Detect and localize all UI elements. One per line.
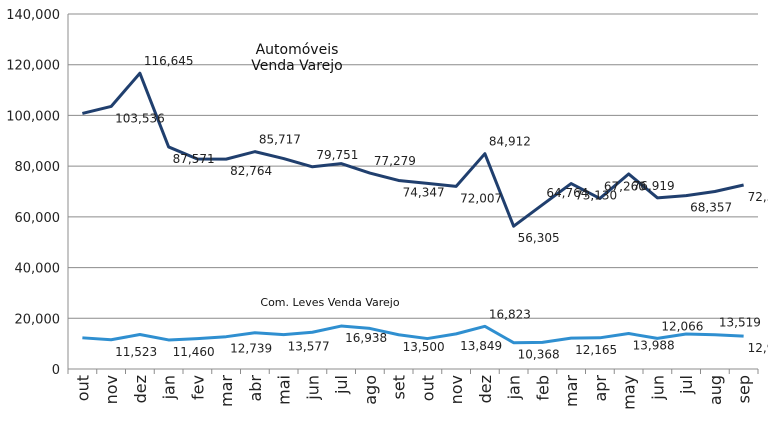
data-label: 87,571 <box>173 152 215 166</box>
data-label: 84,912 <box>489 135 531 149</box>
x-tick-label: nov <box>447 375 466 404</box>
data-label: 16,938 <box>345 331 387 345</box>
x-tick-label: ago <box>361 375 380 405</box>
x-tick-label: jun <box>303 375 322 401</box>
data-label: 13,577 <box>288 340 330 354</box>
x-tick-label: jan <box>505 375 524 400</box>
y-tick-label: 60,000 <box>15 211 61 226</box>
data-label: 77,279 <box>374 154 416 168</box>
data-label: 116,645 <box>144 54 194 68</box>
data-label: 11,523 <box>115 345 157 359</box>
data-label: 13,500 <box>403 340 445 354</box>
data-label: 74,347 <box>403 185 445 199</box>
x-tick-label: aug <box>706 375 725 405</box>
data-label: 79,751 <box>316 148 358 162</box>
y-tick-label: 40,000 <box>15 262 61 277</box>
y-tick-label: 20,000 <box>15 312 61 327</box>
data-label: 68,357 <box>690 201 732 215</box>
x-tick-label: nov <box>102 375 121 404</box>
x-tick-label: jul <box>677 375 696 395</box>
data-label: 12,739 <box>230 342 272 356</box>
series-annotation: Automóveis Venda Varejo <box>251 42 343 74</box>
y-tick-label: 0 <box>52 363 60 378</box>
data-label: 13,519 <box>719 316 761 330</box>
x-tick-label: apr <box>591 375 610 402</box>
data-label: 12,165 <box>575 343 617 357</box>
series-line <box>82 324 744 345</box>
series-name: Com. Leves Venda Varejo <box>260 296 400 309</box>
data-label: 85,717 <box>259 133 301 147</box>
data-label: 67,260 <box>604 179 646 193</box>
x-tick-label: mai <box>275 375 294 405</box>
x-tick-label: jun <box>648 375 667 401</box>
series-line <box>82 71 744 228</box>
data-label: 82,764 <box>230 164 272 178</box>
x-tick-label: out <box>418 375 437 401</box>
data-label: 76,919 <box>633 179 675 193</box>
x-tick-label: fev <box>188 375 207 400</box>
x-tick-label: jul <box>332 375 351 395</box>
x-tick-label: dez <box>131 375 150 403</box>
x-tick-label: dez <box>476 375 495 403</box>
x-tick-label: feb <box>533 375 552 401</box>
data-label: 12,977 <box>748 341 768 355</box>
data-label: 72,565 <box>748 190 768 204</box>
data-label: 64,764 <box>546 186 588 200</box>
data-label: 73,130 <box>575 189 617 203</box>
data-label: 10,368 <box>518 348 560 362</box>
y-tick-label: 100,000 <box>6 109 60 124</box>
data-label: 11,460 <box>173 345 215 359</box>
data-label: 16,823 <box>489 307 531 321</box>
x-tick-label: sep <box>735 375 754 403</box>
x-tick-label: abr <box>246 375 265 402</box>
series-name: Automóveis Venda Varejo <box>251 42 343 74</box>
y-tick-label: 140,000 <box>6 8 60 23</box>
x-tick-label: mar <box>562 375 581 407</box>
x-tick-label: may <box>620 375 639 410</box>
x-tick-label: jan <box>160 375 179 400</box>
y-tick-label: 120,000 <box>6 59 60 74</box>
series-annotation: Com. Leves Venda Varejo <box>260 296 400 309</box>
x-tick-label: out <box>73 375 92 401</box>
data-label: 103,536 <box>115 111 165 125</box>
y-tick-label: 80,000 <box>15 160 61 175</box>
data-label: 72,007 <box>460 191 502 205</box>
data-label: 12,066 <box>661 319 703 333</box>
data-label: 13,988 <box>633 339 675 353</box>
x-tick-label: set <box>390 375 409 399</box>
data-label: 13,849 <box>460 339 502 353</box>
data-label: 56,305 <box>518 231 560 245</box>
x-tick-label: mar <box>217 375 236 407</box>
